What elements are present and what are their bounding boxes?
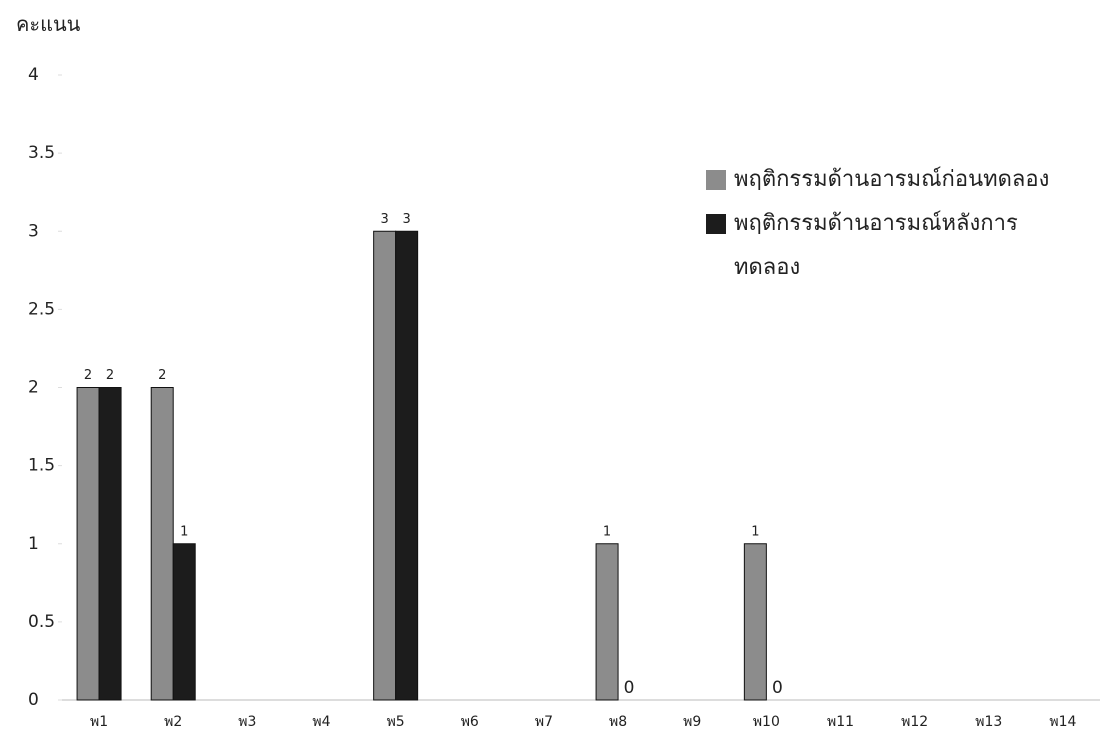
data-label: 1 (603, 524, 611, 539)
x-tick-label: พ10 (753, 714, 780, 730)
data-label: 3 (381, 212, 389, 227)
data-label: 2 (84, 368, 92, 383)
bar (395, 230, 419, 701)
data-label: 0 (772, 678, 783, 698)
bar (150, 387, 174, 701)
x-tick-label: พ8 (609, 714, 627, 730)
y-tick-label: 2.5 (28, 299, 55, 319)
x-tick-label: พ9 (683, 714, 701, 730)
legend-label: พฤติกรรมด้านอารมณ์หลังการทดลอง (734, 211, 1018, 280)
x-tick-label: พ6 (461, 714, 479, 730)
legend-item: พฤติกรรมด้านอารมณ์หลังการทดลอง (706, 202, 1076, 290)
data-label: 1 (751, 524, 759, 539)
x-tick-label: พ13 (975, 714, 1002, 730)
bar (373, 230, 397, 701)
y-tick-label: 3 (28, 221, 39, 241)
data-label: 1 (180, 524, 188, 539)
data-label: 3 (403, 212, 411, 227)
data-label: 2 (158, 368, 166, 383)
x-tick-label: พ4 (312, 714, 330, 730)
bar (743, 543, 767, 701)
data-label: 0 (624, 678, 635, 698)
y-axis-title: คะแนน (16, 12, 81, 36)
x-tick-label: พ1 (90, 714, 108, 730)
y-tick-label: 3.5 (28, 143, 55, 163)
bar (98, 387, 122, 701)
x-tick-label: พ2 (164, 714, 182, 730)
x-tick-label: พ11 (827, 714, 854, 730)
legend-item: พฤติกรรมด้านอารมณ์ก่อนทดลอง (706, 158, 1076, 202)
bar (595, 543, 619, 701)
y-tick-label: 4 (28, 65, 39, 85)
legend: พฤติกรรมด้านอารมณ์ก่อนทดลองพฤติกรรมด้านอ… (706, 158, 1076, 290)
y-tick-label: 0 (28, 690, 39, 710)
y-tick-label: 2 (28, 378, 39, 398)
x-tick-label: พ5 (387, 714, 405, 730)
y-tick-label: 0.5 (28, 612, 55, 632)
y-tick-label: 1 (28, 534, 39, 554)
legend-swatch (706, 170, 726, 190)
x-tick-label: พ12 (901, 714, 928, 730)
bar (76, 387, 100, 701)
bar (172, 543, 196, 701)
data-label: 2 (106, 368, 114, 383)
x-tick-label: พ14 (1049, 714, 1076, 730)
y-tick-label: 1.5 (28, 456, 55, 476)
x-tick-label: พ7 (535, 714, 553, 730)
x-tick-label: พ3 (238, 714, 256, 730)
legend-swatch (706, 214, 726, 234)
legend-label: พฤติกรรมด้านอารมณ์ก่อนทดลอง (734, 167, 1050, 192)
